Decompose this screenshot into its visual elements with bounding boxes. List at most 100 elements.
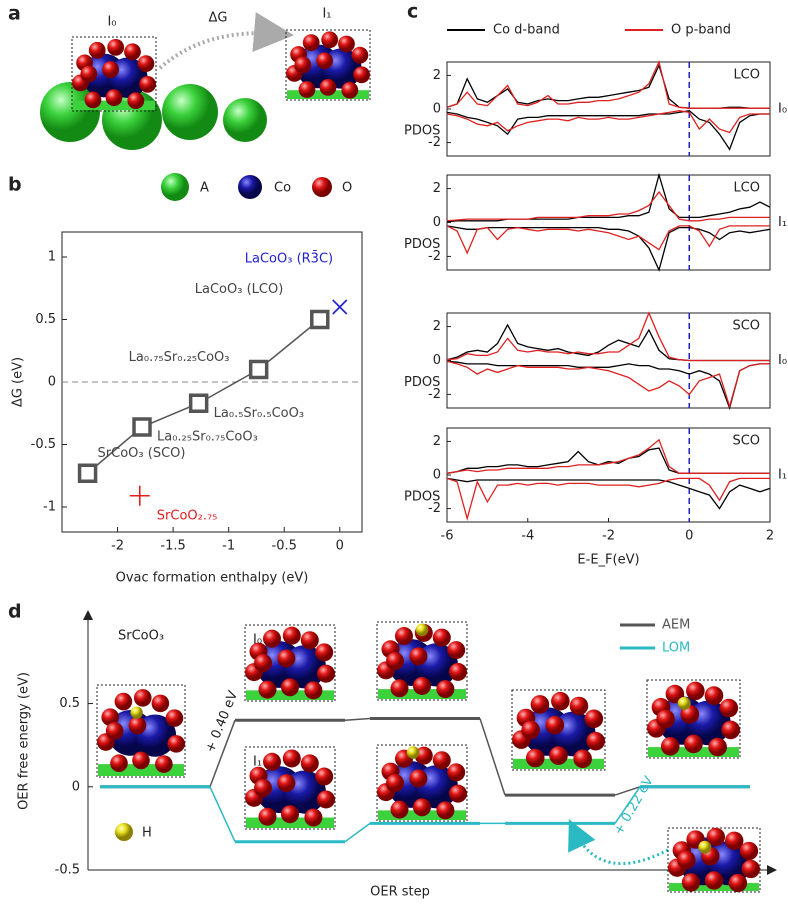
panel-tag: LCO (733, 68, 760, 83)
atom (110, 754, 128, 772)
atom (258, 807, 277, 826)
atom (409, 647, 428, 666)
point-label: La₀.₇₅Sr₀.₂₅CoO₃ (129, 350, 230, 365)
point (310, 309, 330, 330)
atom-legend-label: O (342, 181, 352, 196)
atom (130, 706, 143, 719)
atom (386, 774, 404, 792)
atom (238, 175, 262, 199)
atom (569, 696, 589, 716)
pdos-line (446, 360, 770, 411)
atom (656, 709, 675, 729)
atom (304, 681, 323, 700)
atom (545, 715, 565, 735)
x-tick-label: 0 (685, 529, 693, 544)
structure-frame (511, 689, 606, 771)
atom (449, 784, 467, 803)
panel-label: a (8, 3, 21, 25)
point-label: La₀.₅Sr₀.₅CoO₃ (214, 406, 304, 421)
atom (686, 681, 705, 701)
pdos-line (446, 190, 770, 222)
atom (719, 698, 739, 718)
atom (432, 751, 451, 770)
atom (316, 52, 334, 70)
y-tick-label: 0 (433, 353, 441, 368)
atom (415, 623, 429, 637)
point (332, 299, 348, 315)
y-tick-label: 0 (48, 375, 56, 390)
atom (282, 626, 301, 645)
atom (551, 691, 570, 711)
y-tick-label: -2 (428, 135, 441, 150)
atom (128, 716, 147, 735)
atom (573, 749, 592, 769)
atom (302, 34, 320, 51)
state-label: I₁ (778, 215, 787, 230)
y-tick-label: 0 (433, 102, 441, 117)
atom (414, 746, 433, 765)
panel-label: c (407, 1, 418, 23)
atom (88, 41, 106, 59)
image-label: I₁ (253, 755, 262, 770)
atom (317, 664, 335, 683)
y-tick-label: 0 (72, 779, 80, 794)
structure-label: ΔG (209, 11, 228, 26)
atom (139, 75, 157, 93)
atom (721, 720, 740, 740)
atom (677, 696, 691, 710)
atom (105, 89, 123, 107)
atom-legend-label: A (200, 181, 209, 196)
atom (165, 709, 184, 727)
structure-label: I₁ (322, 7, 331, 22)
atom (739, 841, 759, 861)
atom (124, 43, 141, 61)
atom (449, 662, 467, 681)
atom (263, 752, 281, 771)
legend-label: LOM (662, 641, 690, 656)
atom (132, 751, 150, 770)
y-tick-label: 0.5 (35, 312, 56, 327)
x-axis-label: OER step (370, 885, 430, 900)
atom (137, 55, 155, 73)
atom (258, 680, 277, 699)
structure-frame (376, 621, 468, 701)
structure-frame (244, 746, 336, 830)
atom (741, 859, 760, 879)
atom (677, 850, 696, 870)
atom (281, 805, 299, 824)
atom (115, 823, 133, 841)
atom (409, 769, 428, 788)
y-tick-label: 1 (48, 250, 56, 265)
panel-label: d (8, 601, 22, 623)
atom (353, 66, 370, 84)
atom (708, 737, 727, 757)
atom (390, 679, 409, 698)
panel-tag: LCO (733, 181, 760, 196)
compound-label: SrCoO₃ (118, 629, 164, 644)
pdos-line (446, 172, 771, 223)
state-label: I₁ (778, 468, 787, 483)
point (129, 485, 150, 506)
x-tick-label: -4 (521, 529, 534, 544)
pdos-line (446, 438, 770, 474)
x-tick-label: 0 (336, 539, 344, 554)
atom (521, 720, 540, 740)
structure-frame (244, 624, 336, 702)
atom (725, 831, 744, 850)
legend-label: Co d-band (493, 23, 560, 38)
atom (312, 177, 332, 197)
structure-frame (646, 679, 741, 759)
y-tick-label: -2 (428, 249, 441, 264)
atom (281, 678, 299, 697)
state-label: I₀ (778, 353, 787, 368)
pdos-line (446, 225, 771, 272)
y-axis-label: OER free energy (eV) (17, 672, 32, 810)
x-tick-label: -0.5 (272, 539, 297, 554)
structure-frame (285, 29, 371, 101)
connector (614, 786, 641, 824)
atom (321, 31, 339, 49)
atom (406, 746, 420, 759)
point-label: LaCoO₃ (LCO) (195, 282, 284, 297)
pdos-line (446, 477, 770, 522)
